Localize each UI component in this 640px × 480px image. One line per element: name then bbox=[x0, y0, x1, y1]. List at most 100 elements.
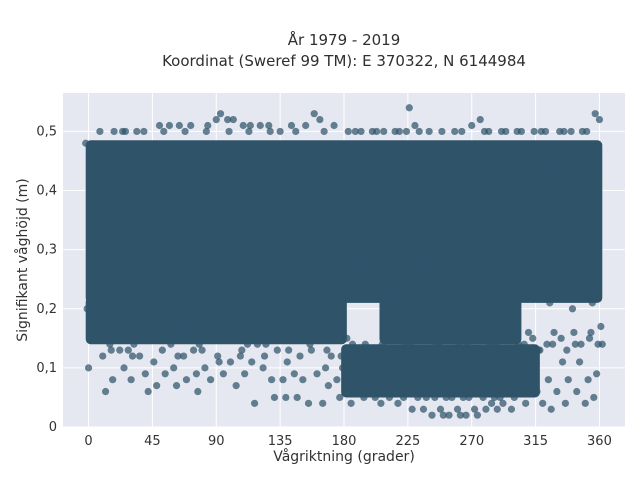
data-point bbox=[297, 269, 306, 277]
data-point bbox=[279, 376, 287, 384]
y-axis-title: Signifikant våghöjd (m) bbox=[14, 178, 31, 341]
data-point bbox=[419, 257, 428, 266]
data-point bbox=[480, 127, 489, 136]
data-point bbox=[360, 393, 368, 402]
data-point bbox=[324, 382, 332, 390]
data-point bbox=[245, 127, 253, 136]
data-point bbox=[547, 405, 555, 413]
data-point bbox=[151, 334, 159, 342]
data-point bbox=[128, 352, 137, 360]
data-point bbox=[412, 228, 420, 236]
data-point bbox=[530, 127, 538, 136]
data-point bbox=[497, 127, 506, 136]
data-point bbox=[238, 346, 246, 354]
data-point bbox=[431, 393, 439, 402]
data-point bbox=[512, 287, 520, 295]
data-point bbox=[111, 181, 120, 189]
data-point bbox=[241, 370, 249, 378]
data-point bbox=[302, 121, 310, 130]
data-point bbox=[499, 399, 507, 407]
data-point bbox=[104, 210, 113, 218]
data-point bbox=[407, 340, 415, 348]
data-point bbox=[229, 116, 237, 124]
data-point bbox=[549, 340, 557, 348]
data-point bbox=[160, 127, 168, 136]
data-point bbox=[421, 346, 429, 354]
data-point bbox=[224, 116, 232, 124]
data-point bbox=[275, 216, 283, 224]
data-point bbox=[258, 311, 266, 319]
data-point bbox=[101, 275, 110, 283]
data-point bbox=[174, 352, 182, 360]
data-point bbox=[470, 405, 479, 413]
data-point bbox=[580, 169, 588, 177]
data-point bbox=[388, 257, 396, 266]
data-point bbox=[398, 251, 406, 260]
data-point bbox=[84, 364, 93, 372]
data-point bbox=[340, 186, 348, 195]
data-point bbox=[490, 222, 499, 230]
data-point bbox=[593, 370, 601, 378]
data-point bbox=[204, 121, 212, 130]
x-tick-label: 0 bbox=[84, 434, 92, 449]
data-point bbox=[578, 192, 587, 201]
data-point bbox=[402, 127, 411, 136]
data-point bbox=[177, 334, 185, 342]
data-point bbox=[382, 370, 391, 378]
data-point bbox=[537, 127, 545, 136]
data-point bbox=[547, 175, 555, 183]
data-point bbox=[333, 376, 341, 384]
data-point bbox=[374, 346, 382, 354]
data-point bbox=[114, 169, 122, 177]
data-point bbox=[581, 399, 589, 407]
data-point bbox=[170, 364, 178, 372]
data-point bbox=[434, 246, 442, 254]
data-point bbox=[250, 399, 259, 407]
data-point bbox=[113, 328, 121, 337]
data-point bbox=[354, 376, 362, 384]
data-point bbox=[304, 399, 313, 407]
data-point bbox=[94, 186, 103, 195]
data-point bbox=[373, 127, 381, 136]
data-point bbox=[533, 387, 541, 396]
data-point bbox=[165, 121, 174, 130]
data-point bbox=[319, 399, 327, 407]
data-point bbox=[163, 322, 171, 331]
data-point bbox=[469, 169, 477, 177]
data-point bbox=[133, 127, 141, 136]
data-point bbox=[503, 228, 511, 236]
data-point bbox=[138, 322, 147, 331]
data-point bbox=[432, 340, 440, 348]
data-point bbox=[178, 257, 186, 266]
data-point bbox=[294, 169, 303, 177]
data-point bbox=[591, 110, 599, 118]
data-point bbox=[248, 358, 256, 366]
data-point bbox=[522, 399, 530, 407]
data-point bbox=[100, 305, 108, 313]
x-tick-label: 270 bbox=[459, 434, 484, 449]
data-point bbox=[534, 346, 543, 354]
dense-point-cloud bbox=[379, 273, 522, 345]
data-point bbox=[418, 334, 426, 342]
data-point bbox=[222, 334, 230, 342]
data-point bbox=[337, 352, 345, 360]
data-point bbox=[326, 311, 334, 319]
data-point bbox=[453, 405, 462, 413]
x-tick-label: 90 bbox=[208, 434, 225, 449]
y-tick-label: 0,2 bbox=[36, 302, 57, 317]
data-point bbox=[405, 104, 413, 112]
data-point bbox=[121, 127, 130, 136]
data-point bbox=[353, 157, 361, 165]
data-point bbox=[465, 393, 473, 402]
data-point bbox=[436, 405, 445, 413]
data-point bbox=[522, 210, 530, 218]
data-point bbox=[310, 110, 318, 118]
data-point bbox=[529, 334, 537, 342]
data-point bbox=[540, 145, 548, 153]
data-point bbox=[448, 240, 456, 248]
data-point bbox=[560, 127, 568, 136]
data-point bbox=[282, 393, 290, 402]
data-point bbox=[185, 181, 193, 189]
data-point bbox=[546, 299, 554, 307]
y-tick-label: 0,5 bbox=[36, 124, 57, 139]
